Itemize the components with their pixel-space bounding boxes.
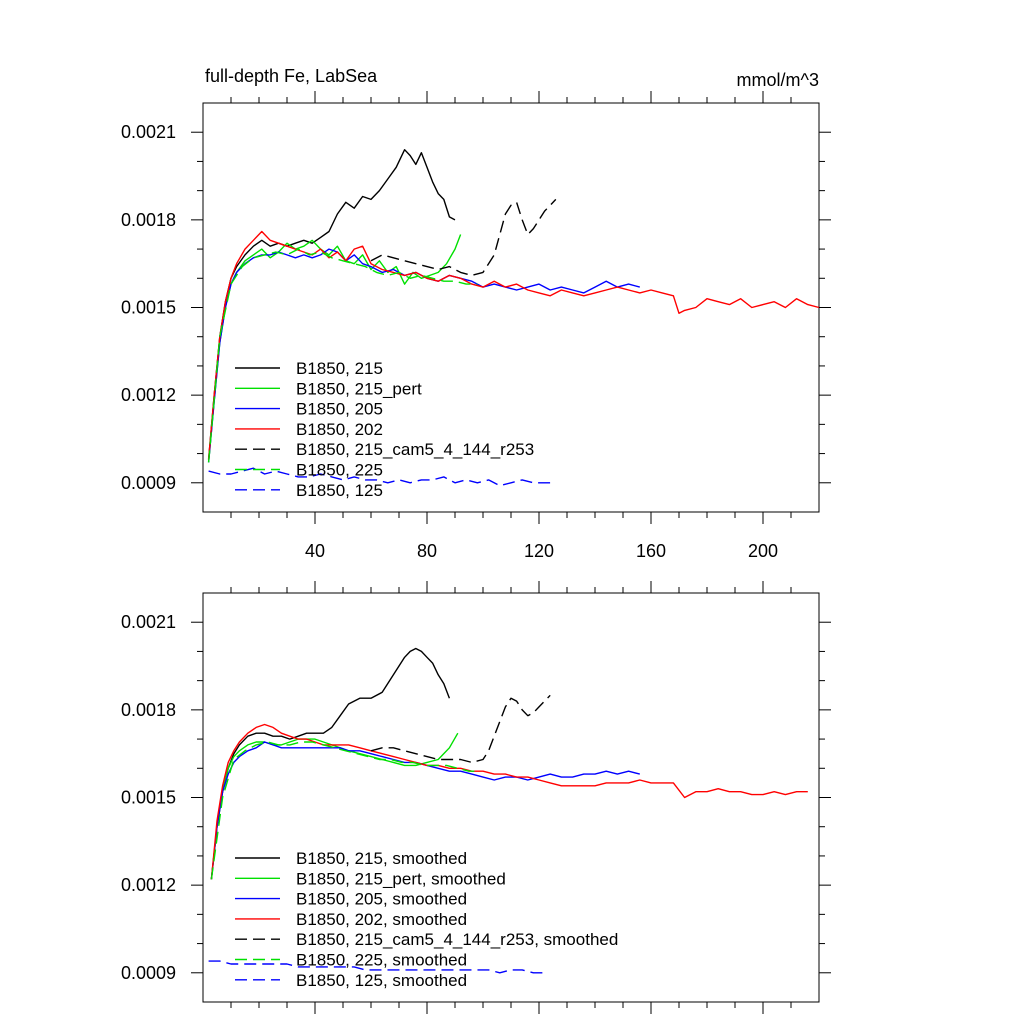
y-tick-label: 0.0012 — [121, 385, 176, 405]
y-tick-label: 0.0018 — [121, 700, 176, 720]
series-line — [210, 723, 808, 880]
series-lines — [207, 148, 820, 487]
y-tick-label: 0.0015 — [121, 298, 176, 318]
y-tick-label: 0.0021 — [121, 612, 176, 632]
y-tick-label: 0.0021 — [121, 122, 176, 142]
top-panel: full-depth Fe, LabSea mmol/m^3 40 80 120 16… — [121, 66, 831, 561]
legend-label: B1850, 215_cam5_4_144_r253 — [296, 440, 534, 459]
legend-label: B1850, 202 — [296, 420, 383, 439]
legend-label: B1850, 225, smoothed — [296, 951, 467, 970]
legend-label: B1850, 215_pert, smoothed — [296, 869, 506, 888]
series-line — [210, 732, 459, 880]
legend-label: B1850, 215 — [296, 359, 383, 378]
series-line — [370, 198, 557, 277]
y-tick-label: 0.0009 — [121, 473, 176, 493]
legend-label: B1850, 125, smoothed — [296, 971, 467, 990]
series-line — [208, 467, 556, 487]
y-tick-label: 0.0009 — [121, 963, 176, 983]
series-line — [207, 248, 478, 463]
legend-label: B1850, 215_pert — [296, 379, 422, 398]
units-label: mmol/m^3 — [737, 70, 819, 90]
x-tick-label: 80 — [417, 541, 437, 561]
legend-label: B1850, 225 — [296, 461, 383, 480]
y-tick-label: 0.0015 — [121, 788, 176, 808]
y-tick-label: 0.0018 — [121, 210, 176, 230]
legend-label: B1850, 202, smoothed — [296, 910, 467, 929]
x-tick-label: 40 — [305, 541, 325, 561]
series-line — [210, 741, 640, 880]
x-tick-label: 120 — [524, 541, 554, 561]
series-line — [370, 694, 551, 764]
legend-label: B1850, 205, smoothed — [296, 890, 467, 909]
tick-group: 0.0009 0.0012 0.0015 0.0018 0.0021 — [121, 581, 831, 1014]
bottom-panel: 0.0009 0.0012 0.0015 0.0018 0.0021 B1850, 21… — [121, 581, 831, 1014]
series-line — [207, 230, 820, 460]
legend-label: B1850, 215, smoothed — [296, 849, 467, 868]
y-tick-label: 0.0012 — [121, 875, 176, 895]
legend-label: B1850, 125 — [296, 481, 383, 500]
legend-label: B1850, 215_cam5_4_144_r253, smoothed — [296, 930, 618, 949]
series-line — [207, 148, 456, 460]
series-line — [210, 647, 451, 880]
series-line — [207, 248, 640, 463]
series-lines — [208, 647, 808, 974]
legend-label: B1850, 205 — [296, 400, 383, 419]
chart-title: full-depth Fe, LabSea — [205, 66, 378, 86]
x-tick-label: 200 — [748, 541, 778, 561]
series-line — [208, 960, 545, 974]
tick-group: 40 80 120 160 200 0.0009 0.0012 0.0015 0.0018 0.0… — [121, 91, 831, 561]
series-line — [210, 741, 481, 880]
x-tick-label: 160 — [636, 541, 666, 561]
